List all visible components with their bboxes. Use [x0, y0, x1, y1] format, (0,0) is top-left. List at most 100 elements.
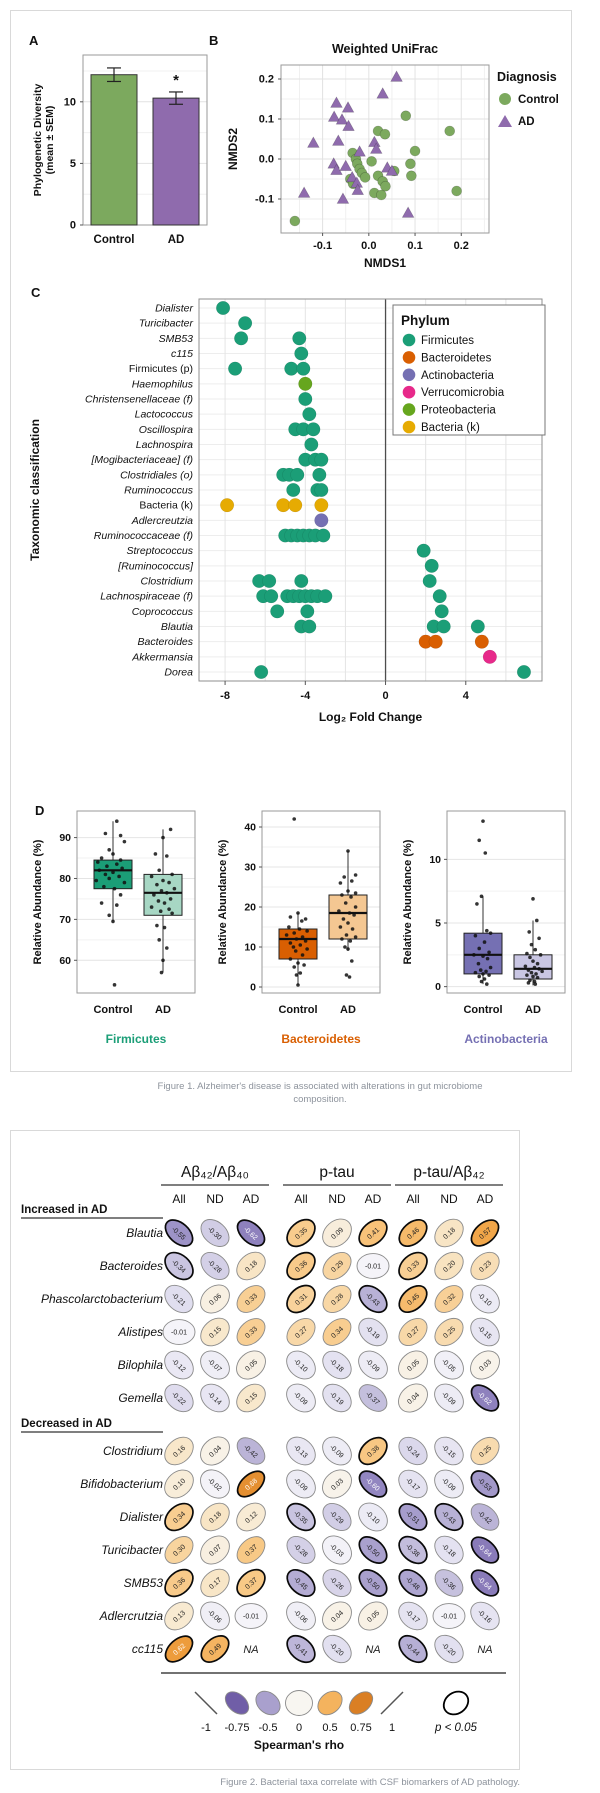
fold-change-dot	[314, 482, 329, 498]
jitter-point	[347, 975, 352, 979]
taxon-row-label: Gemella	[118, 1391, 163, 1405]
jitter-point	[353, 891, 358, 895]
legend-swatch-verrucomicrobia	[402, 385, 416, 399]
jitter-point	[477, 974, 482, 979]
jitter-point	[162, 925, 167, 930]
ellipse-shape	[200, 1635, 230, 1663]
fold-change-dot	[294, 573, 309, 589]
jitter-point	[535, 918, 539, 923]
jitter-point	[473, 933, 478, 938]
ellipse-shape	[434, 1436, 464, 1466]
jitter-point	[350, 959, 354, 963]
jitter-point	[155, 923, 159, 928]
column-group-header: p-tau	[319, 1164, 354, 1181]
jitter-point	[527, 930, 531, 934]
x-tick-label: 0.2	[454, 240, 469, 252]
jitter-point	[476, 961, 481, 966]
jitter-point	[532, 965, 537, 970]
column-group-header: p-tau/Aβ₄₂	[413, 1164, 484, 1181]
row-group-label: Increased in AD	[21, 1204, 108, 1216]
diagnosis-legend: Diagnosis Control AD	[497, 70, 559, 128]
fold-change-dot	[428, 634, 443, 649]
ellipse-shape	[470, 1384, 500, 1412]
jitter-point	[343, 901, 348, 905]
fold-change-dot	[284, 361, 299, 376]
jitter-point	[338, 881, 343, 885]
jitter-point	[475, 902, 479, 906]
data-point-ad	[351, 183, 365, 195]
jitter-point	[481, 954, 485, 958]
data-point-ad	[335, 113, 349, 125]
correlation-ellipse: -0.09	[286, 1469, 316, 1499]
correlation-ellipse: -0.10	[286, 1350, 316, 1380]
correlation-ellipse: 0.12	[236, 1502, 266, 1532]
panel-bg	[281, 65, 489, 233]
subcolumn-header: AD	[365, 1192, 382, 1206]
y-tick-label: -0.1	[255, 194, 274, 206]
fold-change-dot	[482, 649, 497, 664]
taxon-label: [Mogibacteriaceae] (f)	[90, 454, 193, 466]
jitter-point	[158, 909, 163, 914]
correlation-ellipse: -0.06	[286, 1601, 316, 1631]
jitter-point	[296, 983, 300, 987]
fold-change-dot	[474, 634, 489, 649]
jitter-point	[296, 961, 300, 965]
y-tick-label: 0.1	[259, 114, 274, 126]
ellipse-shape	[322, 1634, 352, 1664]
taxon-row-label: Bifidobacterium	[80, 1477, 163, 1491]
y-axis-label: Relative Abundance (%)	[32, 839, 44, 964]
legend-tick-label: -0.75	[224, 1722, 249, 1734]
correlation-ellipse: -0.10	[358, 1502, 388, 1532]
jitter-point	[298, 971, 303, 975]
jitter-point	[488, 965, 493, 970]
jitter-point	[152, 893, 156, 897]
data-point-control	[359, 172, 371, 183]
jitter-point	[344, 933, 349, 937]
ellipse-shape	[398, 1634, 428, 1664]
fold-change-dot	[316, 528, 331, 543]
data-point-ad	[401, 206, 415, 218]
ellipse-shape	[236, 1219, 266, 1247]
jitter-point	[294, 973, 299, 977]
jitter-point	[167, 907, 171, 911]
taxon-label: Akkermansia	[131, 651, 193, 663]
ellipse-shape	[236, 1536, 266, 1564]
ellipse-shape	[236, 1568, 266, 1598]
jitter-point	[347, 911, 352, 915]
ellipse-shape	[434, 1383, 464, 1413]
ellipse-shape	[322, 1568, 352, 1598]
ellipse-shape	[322, 1436, 352, 1466]
jitter-point	[481, 819, 485, 823]
correlation-ellipse: -0.17	[398, 1469, 428, 1499]
column-group-header: Aβ₄₂/Aβ₄₀	[181, 1164, 249, 1181]
correlation-ellipse: -0.01	[234, 1603, 268, 1629]
correlation-ellipse: 0.31	[286, 1284, 316, 1314]
jitter-point	[288, 957, 293, 961]
y-tick-label: 60	[59, 955, 71, 967]
taxon-label: Streptococcus	[126, 545, 193, 557]
x-tick-label: AD	[168, 234, 185, 246]
fold-change-dot	[288, 498, 303, 513]
correlation-ellipse: 0.49	[200, 1635, 230, 1663]
panel-border	[82, 54, 208, 226]
correlation-ellipse: -0.09	[286, 1383, 316, 1413]
nmds-scatter-plot: Weighted UniFrac -0.1 0.0 0.1 0.2 -0.1 0.0 0.1 0…	[226, 42, 559, 270]
subcolumn-header: ND	[328, 1192, 346, 1206]
jitter-point	[296, 911, 300, 915]
correlation-ellipse: -0.50	[358, 1536, 388, 1564]
ellipse-shape	[358, 1601, 388, 1631]
ellipse-shape	[322, 1318, 352, 1346]
jitter-point	[111, 852, 115, 856]
jitter-point	[115, 862, 119, 866]
correlation-ellipse: 0.18	[434, 1218, 464, 1248]
correlation-ellipse: -0.41	[286, 1634, 316, 1664]
ellipse-shape	[164, 1436, 194, 1466]
legend-line-pos1	[380, 1691, 404, 1715]
y-tick-label: 10	[244, 942, 256, 954]
jitter-point	[300, 935, 305, 939]
ellipse-shape	[398, 1350, 428, 1380]
taxon-row-label: cc115	[132, 1642, 163, 1656]
jitter-point	[535, 975, 540, 980]
taxon-label: Bacteria (k)	[139, 500, 193, 512]
data-point-ad	[369, 142, 383, 154]
